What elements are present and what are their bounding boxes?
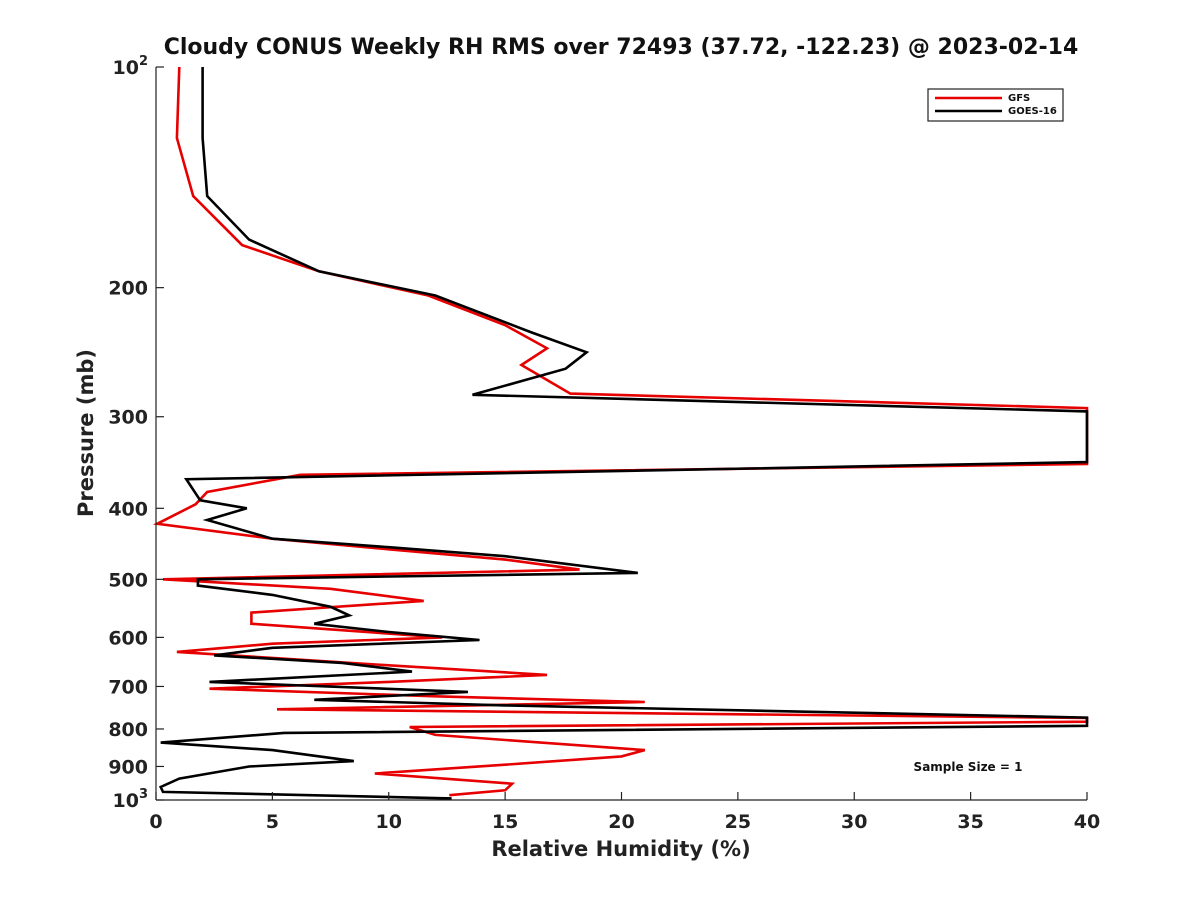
series-line-goes16 [158, 67, 1089, 800]
x-tick-label: 15 [492, 811, 518, 833]
chart-title: Cloudy CONUS Weekly RH RMS over 72493 (3… [164, 35, 1079, 60]
y-tick-label: 900 [108, 756, 148, 778]
legend-label-goes16: GOES-16 [1008, 106, 1057, 117]
x-tick-label: 35 [957, 811, 983, 833]
plot-area [152, 66, 1089, 801]
y-tick-label: 500 [108, 569, 148, 591]
x-tick-label: 0 [149, 811, 162, 833]
y-tick-label-base: 600 [108, 627, 148, 649]
y-tick-label-exponent: 3 [139, 787, 148, 802]
x-tick-label: 40 [1074, 811, 1100, 833]
y-axis-label: Pressure (mb) [74, 349, 98, 517]
legend-label-gfs: GFS [1008, 93, 1030, 104]
y-tick-label: 102 [113, 54, 149, 79]
x-tick-label: 20 [608, 811, 634, 833]
x-tick-label: 5 [266, 811, 279, 833]
y-tick-label-base: 900 [108, 756, 148, 778]
series-line-gfs [152, 66, 1089, 797]
y-tick-label-base: 10 [113, 790, 139, 812]
y-tick-label-exponent: 2 [139, 54, 148, 69]
series-layer [152, 66, 1089, 800]
x-tick-label: 25 [725, 811, 751, 833]
y-tick-label-base: 700 [108, 676, 148, 698]
y-tick-label-base: 300 [108, 407, 148, 429]
sample-size-annotation: Sample Size = 1 [914, 760, 1023, 774]
y-tick-label: 600 [108, 627, 148, 649]
y-tick-label-base: 10 [113, 57, 139, 79]
y-tick-label-base: 200 [108, 278, 148, 300]
x-tick-label: 10 [376, 811, 402, 833]
y-tick-label-base: 800 [108, 719, 148, 741]
y-tick-label: 200 [108, 278, 148, 300]
legend-box [927, 88, 1064, 122]
y-tick-label: 700 [108, 676, 148, 698]
x-tick-label: 30 [841, 811, 867, 833]
x-axis-label: Relative Humidity (%) [491, 837, 750, 861]
y-tick-label: 800 [108, 719, 148, 741]
y-tick-label-base: 500 [108, 569, 148, 591]
y-tick-label: 103 [113, 787, 149, 812]
y-tick-label: 300 [108, 407, 148, 429]
axes-background [156, 67, 1087, 800]
y-tick-label: 400 [108, 498, 148, 520]
x-axis-ticks: 0 5 10 15 20 25 30 35 40 [149, 792, 1100, 833]
legend: GFS GOES-16 [927, 88, 1064, 122]
y-tick-label-base: 400 [108, 498, 148, 520]
